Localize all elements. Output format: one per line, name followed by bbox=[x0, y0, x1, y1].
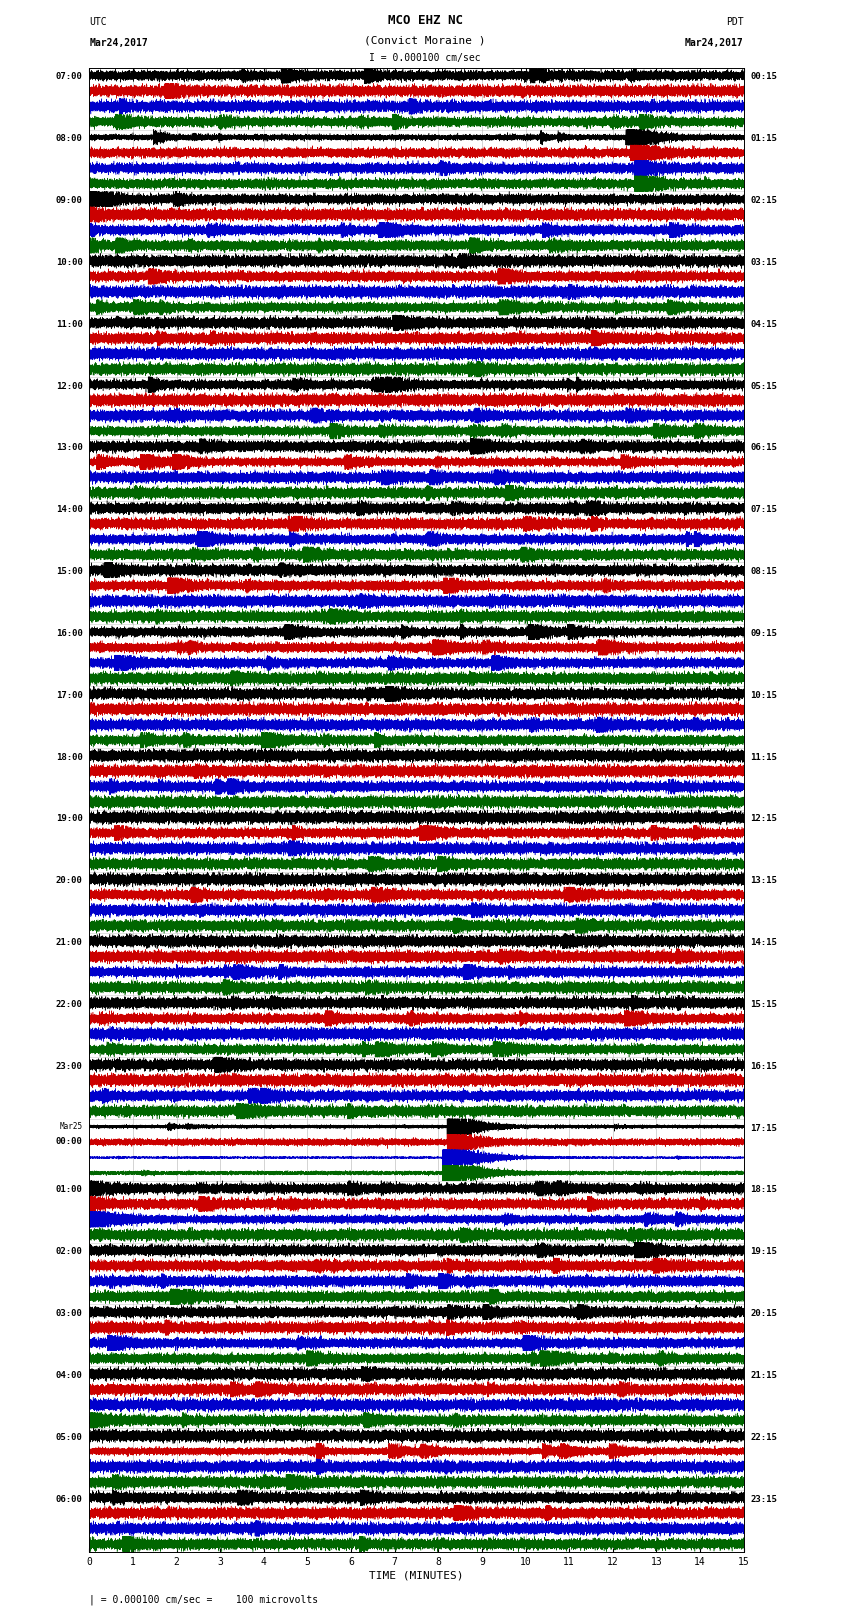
Text: 20:15: 20:15 bbox=[751, 1310, 777, 1318]
Text: 06:15: 06:15 bbox=[751, 444, 777, 452]
Text: MCO EHZ NC: MCO EHZ NC bbox=[388, 15, 462, 27]
Text: 19:15: 19:15 bbox=[751, 1247, 777, 1257]
Text: Mar25: Mar25 bbox=[60, 1123, 82, 1131]
Text: 21:15: 21:15 bbox=[751, 1371, 777, 1379]
Text: 10:15: 10:15 bbox=[751, 690, 777, 700]
Text: (Convict Moraine ): (Convict Moraine ) bbox=[365, 35, 485, 45]
Text: 21:00: 21:00 bbox=[56, 939, 82, 947]
Text: 10:00: 10:00 bbox=[56, 258, 82, 266]
Text: 09:00: 09:00 bbox=[56, 197, 82, 205]
Text: Mar24,2017: Mar24,2017 bbox=[685, 39, 744, 48]
Text: UTC: UTC bbox=[89, 18, 107, 27]
Text: PDT: PDT bbox=[726, 18, 744, 27]
Text: 16:00: 16:00 bbox=[56, 629, 82, 637]
Text: Mar24,2017: Mar24,2017 bbox=[89, 39, 148, 48]
Text: 15:00: 15:00 bbox=[56, 568, 82, 576]
Text: 05:15: 05:15 bbox=[751, 382, 777, 390]
Text: 07:00: 07:00 bbox=[56, 73, 82, 81]
Text: 13:00: 13:00 bbox=[56, 444, 82, 452]
Text: 03:00: 03:00 bbox=[56, 1310, 82, 1318]
X-axis label: TIME (MINUTES): TIME (MINUTES) bbox=[369, 1571, 464, 1581]
Text: 14:15: 14:15 bbox=[751, 939, 777, 947]
Text: 17:00: 17:00 bbox=[56, 690, 82, 700]
Text: 06:00: 06:00 bbox=[56, 1495, 82, 1503]
Text: 12:00: 12:00 bbox=[56, 382, 82, 390]
Text: 11:00: 11:00 bbox=[56, 319, 82, 329]
Text: 18:15: 18:15 bbox=[751, 1186, 777, 1194]
Text: 08:00: 08:00 bbox=[56, 134, 82, 144]
Text: 01:15: 01:15 bbox=[751, 134, 777, 144]
Text: I = 0.000100 cm/sec: I = 0.000100 cm/sec bbox=[369, 53, 481, 63]
Text: 05:00: 05:00 bbox=[56, 1432, 82, 1442]
Text: 00:15: 00:15 bbox=[751, 73, 777, 81]
Text: 04:15: 04:15 bbox=[751, 319, 777, 329]
Text: 01:00: 01:00 bbox=[56, 1186, 82, 1194]
Text: | = 0.000100 cm/sec =    100 microvolts: | = 0.000100 cm/sec = 100 microvolts bbox=[89, 1594, 319, 1605]
Text: 22:15: 22:15 bbox=[751, 1432, 777, 1442]
Text: 09:15: 09:15 bbox=[751, 629, 777, 637]
Text: 19:00: 19:00 bbox=[56, 815, 82, 823]
Text: 22:00: 22:00 bbox=[56, 1000, 82, 1008]
Text: 08:15: 08:15 bbox=[751, 568, 777, 576]
Text: 12:15: 12:15 bbox=[751, 815, 777, 823]
Text: 23:00: 23:00 bbox=[56, 1061, 82, 1071]
Text: 16:15: 16:15 bbox=[751, 1061, 777, 1071]
Text: 03:15: 03:15 bbox=[751, 258, 777, 266]
Text: 07:15: 07:15 bbox=[751, 505, 777, 515]
Text: 00:00: 00:00 bbox=[56, 1137, 82, 1147]
Text: 04:00: 04:00 bbox=[56, 1371, 82, 1379]
Text: 17:15: 17:15 bbox=[751, 1124, 777, 1132]
Text: 11:15: 11:15 bbox=[751, 753, 777, 761]
Text: 15:15: 15:15 bbox=[751, 1000, 777, 1008]
Text: 23:15: 23:15 bbox=[751, 1495, 777, 1503]
Text: 02:00: 02:00 bbox=[56, 1247, 82, 1257]
Text: 20:00: 20:00 bbox=[56, 876, 82, 886]
Text: 18:00: 18:00 bbox=[56, 753, 82, 761]
Text: 02:15: 02:15 bbox=[751, 197, 777, 205]
Text: 14:00: 14:00 bbox=[56, 505, 82, 515]
Text: 13:15: 13:15 bbox=[751, 876, 777, 886]
